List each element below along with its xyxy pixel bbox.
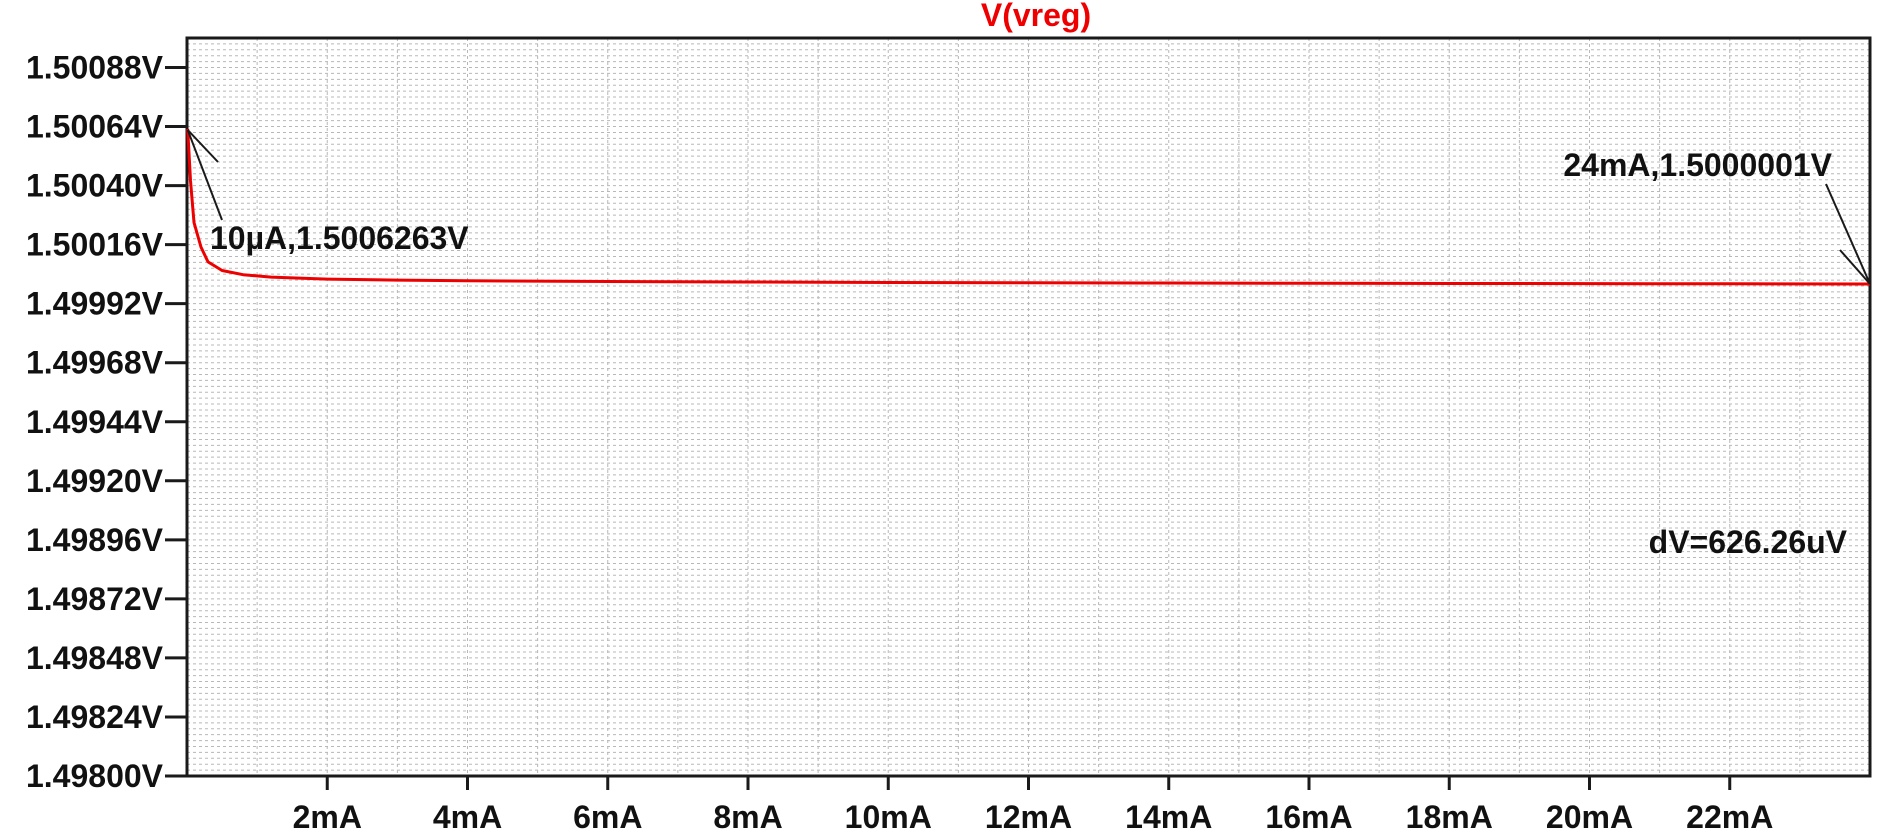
axis-ticks: 1.49800V 1.49824V 1.49848V 1.49872V 1.49896V… — [26, 50, 1773, 835]
x-tick-label: 14mA — [1125, 799, 1212, 835]
series-layer — [186, 128, 1871, 286]
annotations — [186, 129, 1871, 285]
y-tick-label: 1.49872V — [26, 581, 164, 617]
annotation-start-point: 10µA,1.5006263V — [210, 220, 469, 256]
series-line-vreg — [186, 128, 1871, 286]
y-tick-label: 1.49848V — [26, 640, 164, 676]
x-tick-label: 20mA — [1546, 799, 1633, 835]
y-tick-label: 1.49824V — [26, 699, 164, 735]
x-tick-label: 2mA — [293, 799, 362, 835]
y-tick-label: 1.49992V — [26, 286, 164, 322]
y-tick-label: 1.49968V — [26, 345, 164, 381]
y-tick-label: 1.50040V — [26, 168, 164, 204]
x-tick-label: 22mA — [1686, 799, 1773, 835]
y-tick-label: 1.50088V — [26, 50, 164, 86]
y-tick-label: 1.50064V — [26, 109, 164, 145]
annotation-delta-v: dV=626.26uV — [1649, 524, 1848, 560]
x-tick-label: 4mA — [433, 799, 502, 835]
chart-title: V(vreg) — [981, 0, 1091, 33]
annotation-marker-end — [1839, 249, 1871, 285]
y-tick-label: 1.49944V — [26, 404, 164, 440]
grid — [187, 38, 1870, 776]
y-tick-label: 1.49920V — [26, 463, 164, 499]
x-tick-label: 18mA — [1406, 799, 1493, 835]
y-tick-label: 1.49800V — [26, 758, 164, 794]
x-tick-label: 16mA — [1265, 799, 1352, 835]
annotation-leader-start — [186, 129, 223, 221]
x-tick-label: 10mA — [845, 799, 932, 835]
annotation-end-point: 24mA,1.5000001V — [1563, 147, 1832, 183]
y-tick-label: 1.50016V — [26, 227, 164, 263]
annotation-marker-start — [186, 129, 219, 163]
y-tick-label: 1.49896V — [26, 522, 164, 558]
x-tick-label: 8mA — [713, 799, 782, 835]
annotation-leader-end — [1825, 183, 1871, 285]
x-tick-label: 12mA — [985, 799, 1072, 835]
x-tick-label: 6mA — [573, 799, 642, 835]
